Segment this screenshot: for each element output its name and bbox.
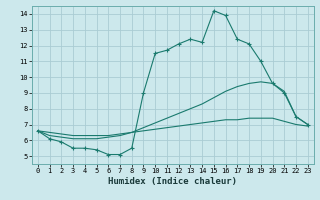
X-axis label: Humidex (Indice chaleur): Humidex (Indice chaleur) [108,177,237,186]
